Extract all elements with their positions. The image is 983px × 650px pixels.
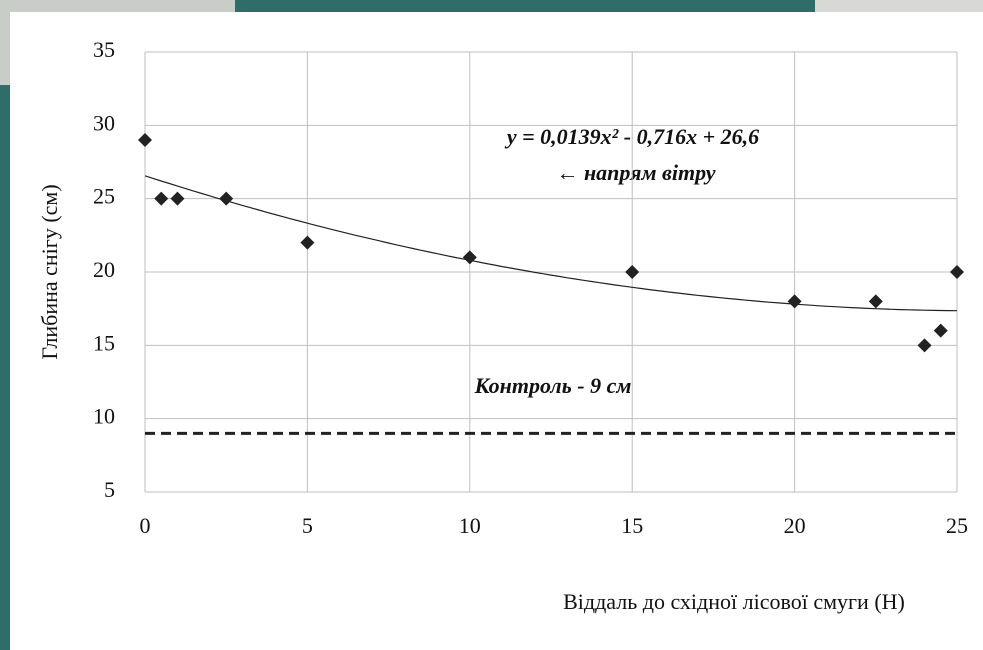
y-tick-label: 20 <box>93 257 115 282</box>
reference-label: Контроль - 9 см <box>474 373 632 398</box>
chart: Віддаль до східної лісової смуги (Н) Гли… <box>0 0 983 650</box>
equation: y = 0,0139x² - 0,716x + 26,6 <box>504 124 759 149</box>
y-axis-label: Глибина снігу (см) <box>37 184 62 359</box>
y-tick-label: 10 <box>93 404 115 429</box>
y-tick-label: 30 <box>93 110 115 135</box>
y-tick-label: 15 <box>93 330 115 355</box>
photo-strip <box>0 0 235 12</box>
y-tick-label: 5 <box>104 477 115 502</box>
chart-panel <box>10 12 983 650</box>
x-axis-label: Віддаль до східної лісової смуги (Н) <box>563 589 905 614</box>
x-tick-label: 5 <box>302 513 313 538</box>
x-tick-label: 25 <box>946 513 968 538</box>
x-tick-label: 15 <box>621 513 643 538</box>
wind-direction: ← напрям вітру <box>556 160 715 185</box>
x-tick-label: 0 <box>140 513 151 538</box>
y-tick-label: 25 <box>93 184 115 209</box>
photo-strip <box>0 0 10 85</box>
x-tick-label: 20 <box>784 513 806 538</box>
x-tick-label: 10 <box>459 513 481 538</box>
photo-strip <box>815 0 983 12</box>
y-tick-label: 35 <box>93 37 115 62</box>
